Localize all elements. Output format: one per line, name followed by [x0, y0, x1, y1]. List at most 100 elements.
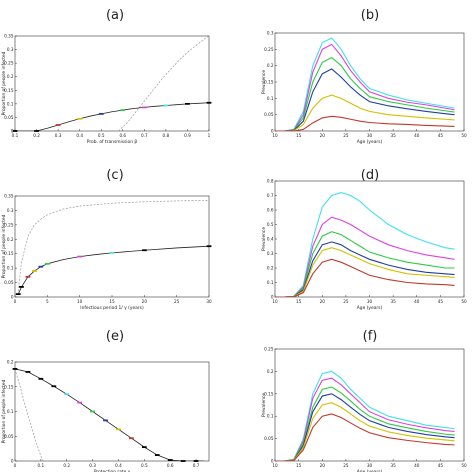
ytick-label: 0.15 [4, 384, 14, 389]
xtick-label: 30 [367, 299, 373, 304]
xtick-label: 0.5 [98, 133, 105, 138]
ytick-label: 0.15 [4, 251, 14, 256]
dashed-curve [15, 368, 44, 461]
data-marker-2 [25, 371, 31, 373]
data-marker-8 [163, 104, 169, 107]
y-axis-label: Prevalence [261, 227, 267, 251]
axes-frame-d [274, 180, 465, 298]
xtick-label: 35 [390, 463, 396, 468]
ytick-label: 0.1 [267, 414, 274, 419]
xtick-label: 0.5 [141, 463, 148, 468]
xtick-label: 5 [46, 299, 49, 304]
axes-frame-a [14, 35, 210, 132]
xtick-label: 15 [109, 299, 115, 304]
data-marker-2 [34, 130, 39, 132]
xtick-label: 0.4 [76, 133, 83, 138]
ytick-label: 0.15 [4, 88, 14, 93]
series-line-4 [275, 68, 455, 131]
series-line-5 [275, 402, 455, 461]
dashed-curve [17, 199, 209, 292]
series-line-2 [275, 377, 455, 461]
data-marker-9 [185, 102, 190, 105]
xtick-label: 50 [461, 299, 467, 304]
ytick-label: 0.4 [267, 237, 274, 242]
xtick-label: 10 [77, 299, 83, 304]
ytick-label: 0.2 [267, 266, 274, 271]
xtick-label: 0.8 [163, 133, 170, 138]
ytick-label: 0.7 [267, 193, 274, 198]
series-line-1 [275, 192, 455, 297]
ytick-label: 0.1 [267, 280, 274, 285]
ytick-label: 0 [11, 295, 14, 300]
xtick-label: 0 [14, 463, 17, 468]
series-line-5 [275, 247, 455, 297]
y-axis-label: Proportion of people infected [1, 214, 7, 278]
ytick-label: 0 [11, 459, 14, 464]
main-curve [15, 368, 204, 461]
series-line-1 [275, 370, 455, 461]
ytick-label: 0.05 [264, 112, 274, 117]
series-line-1 [275, 37, 455, 131]
panel-label-e: (e) [106, 329, 124, 344]
xtick-label: 0.2 [63, 463, 70, 468]
ytick-label: 0.25 [264, 347, 274, 352]
data-marker-9 [141, 249, 147, 252]
ytick-label: 0.3 [7, 47, 14, 52]
panel-label-d: (d) [361, 168, 379, 183]
data-marker-6 [77, 401, 83, 404]
data-marker-11 [141, 446, 147, 449]
xtick-label: 0.3 [55, 133, 62, 138]
data-marker-6 [44, 262, 50, 265]
xtick-label: 45 [438, 463, 444, 468]
data-marker-10 [129, 437, 134, 440]
data-marker-3 [25, 275, 31, 278]
ytick-label: 0.25 [264, 47, 274, 52]
data-marker-7 [90, 410, 95, 413]
y-axis-label: Proportion of people infected [1, 379, 7, 443]
y-axis-label: Prevalence [261, 70, 267, 94]
xtick-label: 0 [14, 299, 17, 304]
data-marker-5 [98, 113, 104, 115]
xtick-label: 0.1 [38, 463, 45, 468]
panel-c: (c) 0 5 10 15 20 25 30 0 0.05 0.1 0.15 0.2 0.25 0.3 0.3… [1, 168, 212, 311]
series-line-3 [275, 56, 455, 131]
ytick-label: 0.05 [4, 115, 14, 120]
ytick-label: 0 [271, 129, 274, 134]
x-axis-label: Infectious period 1/ γ (years) [80, 305, 144, 311]
ytick-label: 0.3 [7, 208, 14, 213]
xtick-label: 25 [174, 299, 180, 304]
x-axis-label: Age (years) [357, 139, 383, 145]
xtick-label: 0.3 [89, 463, 96, 468]
data-marker-3 [38, 377, 44, 380]
xtick-label: 10 [272, 463, 278, 468]
ytick-label: 0 [11, 129, 14, 134]
data-marker-10 [206, 101, 212, 104]
series-line-6 [275, 115, 455, 131]
xtick-label: 30 [367, 463, 373, 468]
data-marker-3 [55, 124, 61, 126]
series-line-2 [275, 216, 455, 297]
ytick-label: 0 [271, 459, 274, 464]
data-marker-7 [77, 255, 83, 258]
xtick-label: 0.7 [141, 133, 148, 138]
series-line-6 [275, 413, 455, 461]
xtick-label: 15 [296, 133, 302, 138]
ytick-label: 0.35 [4, 194, 14, 199]
xtick-label: 15 [296, 463, 302, 468]
xtick-label: 0.9 [184, 133, 191, 138]
xtick-label: 40 [414, 463, 420, 468]
xtick-label: 0.6 [119, 133, 126, 138]
data-marker-6 [120, 109, 126, 111]
data-marker-5 [64, 393, 70, 396]
series-line-3 [275, 231, 455, 297]
panel-label-b: (b) [361, 8, 379, 23]
data-marker-1 [15, 293, 21, 296]
xtick-label: 50 [461, 463, 467, 468]
data-marker-9 [116, 428, 121, 431]
dashed-curve [118, 36, 209, 131]
ytick-label: 0.35 [4, 34, 14, 39]
data-marker-13 [167, 459, 173, 461]
series-line-5 [275, 94, 455, 131]
data-marker-8 [103, 419, 108, 422]
